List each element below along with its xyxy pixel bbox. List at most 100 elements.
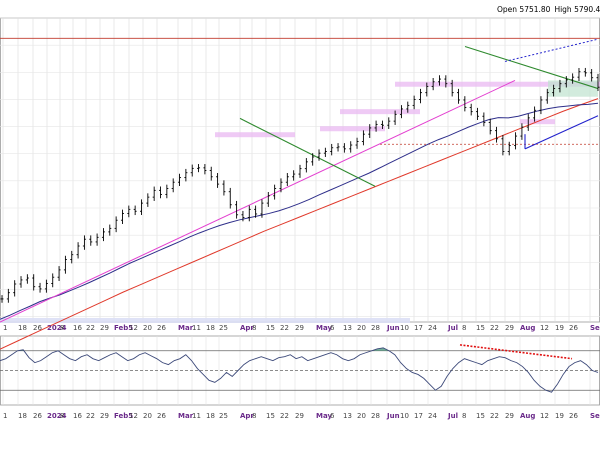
rsi-x-tick: 8 [462,412,466,420]
price-x-tick: Aug [520,324,535,332]
price-x-tick: 18 [18,324,27,332]
price-x-tick: Jun [386,324,400,332]
rsi-x-tick: 8 [252,412,256,420]
price-x-tick: 6 [330,324,335,332]
price-x-tick: 11 [192,324,201,332]
support-band [320,126,385,132]
price-bars [0,67,600,303]
header-value: 5790.48 [574,5,600,14]
ma-50-line [0,102,599,320]
rsi-x-tick: Sep [590,412,600,420]
volume-band [0,318,410,323]
rsi-x-tick: Jul [447,412,458,420]
rsi-x-tick: 29 [100,412,109,420]
rsi-x-tick: 20 [143,412,152,420]
rsi-x-tick: 26 [157,412,166,420]
rsi-x-tick: 18 [18,412,27,420]
trendline-blue-dotted [504,38,599,62]
rsi-x-tick: 29 [295,412,304,420]
price-x-tick: 2024 [47,324,67,332]
price-x-tick: 8 [60,324,64,332]
price-x-tick: 16 [73,324,82,332]
rsi-x-tick: 26 [33,412,42,420]
price-x-tick: 15 [476,324,485,332]
price-x-tick: 22 [280,324,289,332]
rsi-x-tick: 12 [129,412,138,420]
price-x-tick: Sep [590,324,600,332]
price-x-tick: Feb5 [114,324,133,332]
ma-200-line [0,98,599,350]
rsi-x-tick: 2024 [47,412,67,420]
header-label: Open [497,5,519,14]
price-x-tick: May [316,324,332,332]
rsi-x-tick: 6 [330,412,335,420]
price-x-tick: 26 [157,324,166,332]
rsi-x-tick: 15 [266,412,275,420]
rsi-x-tick: 28 [371,412,380,420]
rsi-divergence-line [459,344,573,360]
rsi-x-tick: 19 [555,412,564,420]
rsi-x-tick: 22 [86,412,95,420]
price-x-tick: 10 [400,324,409,332]
support-band [215,132,295,138]
rsi-x-tick: 29 [505,412,514,420]
price-x-tick: 13 [343,324,352,332]
rsi-x-tick: 26 [569,412,578,420]
support-band [395,81,600,87]
rsi-x-tick: 10 [400,412,409,420]
rsi-line [0,347,599,393]
header-label: High [554,5,574,14]
price-x-tick: 22 [86,324,95,332]
rsi-x-tick: 11 [192,412,201,420]
price-x-tick: 12 [540,324,549,332]
price-x-tick: 20 [357,324,366,332]
price-x-tick: 26 [569,324,578,332]
rsi-x-tick: 17 [414,412,423,420]
price-x-tick: 1 [3,324,7,332]
price-x-tick: 18 [206,324,215,332]
rsi-x-tick: Jun [386,412,400,420]
price-x-tick: 25 [219,324,228,332]
price-x-tick: 8 [462,324,466,332]
rsi-x-tick: 12 [540,412,549,420]
price-x-tick: 15 [266,324,275,332]
support-band [340,109,420,115]
rsi-x-tick: 13 [343,412,352,420]
trendline-green [464,45,599,90]
rsi-x-tick: 22 [490,412,499,420]
price-x-tick: Mar [178,324,194,332]
trendline-green [239,117,376,187]
rsi-x-tick: 8 [60,412,64,420]
price-x-tick: 8 [252,324,256,332]
rsi-x-tick: 15 [476,412,485,420]
rsi-x-tick: Feb5 [114,412,133,420]
rsi-x-tick: Apr [240,412,254,420]
price-x-tick: 29 [505,324,514,332]
trendline-blue [524,115,599,150]
rsi-x-tick: 22 [280,412,289,420]
rsi-x-tick: 25 [219,412,228,420]
price-x-tick: 26 [33,324,42,332]
price-x-tick: 29 [295,324,304,332]
price-x-tick: Apr [240,324,254,332]
price-x-tick: 17 [414,324,423,332]
price-x-tick: 24 [428,324,437,332]
rsi-x-tick: 24 [428,412,437,420]
rsi-x-tick: May [316,412,332,420]
price-x-tick: 22 [490,324,499,332]
rsi-x-tick: Aug [520,412,535,420]
price-x-tick: 20 [143,324,152,332]
trendline-pink [0,79,516,323]
price-x-tick: 19 [555,324,564,332]
price-x-tick: 28 [371,324,380,332]
rsi-x-tick: 20 [357,412,366,420]
rsi-x-tick: 1 [3,412,7,420]
price-x-tick: 12 [129,324,138,332]
price-x-tick: Jul [447,324,458,332]
header-value: 5751.80 [519,5,550,14]
rsi-x-tick: Mar [178,412,194,420]
rsi-x-tick: 16 [73,412,82,420]
